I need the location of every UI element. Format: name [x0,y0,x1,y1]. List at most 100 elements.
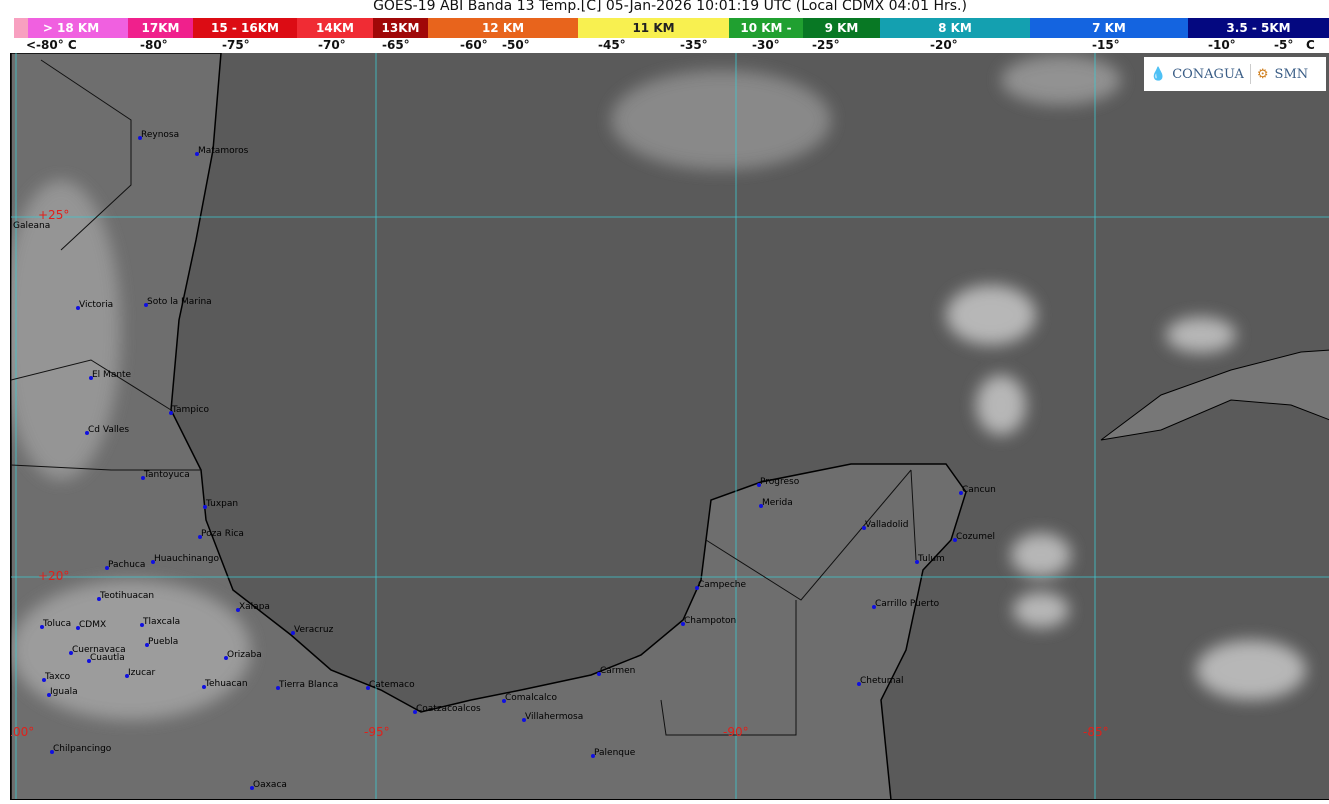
city-label: Tulum [918,554,945,564]
legend-segment: 11 KM [578,18,729,38]
city-label: Merida [762,498,793,508]
city-marker [151,560,155,564]
city-marker [141,476,145,480]
city-marker [89,376,93,380]
temperature-label: -30° [752,38,780,52]
city-marker [695,586,699,590]
city-marker [522,718,526,722]
temperature-label: -35° [680,38,708,52]
city-marker [97,597,101,601]
city-label: Campeche [698,580,747,590]
city-label: Chilpancingo [53,744,112,754]
city-marker [597,672,601,676]
city-marker [276,686,280,690]
temperature-label: -65° [382,38,410,52]
city-marker [591,754,595,758]
city-label: Cuautla [90,653,125,663]
smn-logo: SMN [1274,66,1309,82]
city-marker [953,538,957,542]
city-label: Comalcalco [505,693,557,703]
city-marker [198,535,202,539]
legend-segment: 13KM [373,18,428,38]
legend-segment: 14KM [297,18,373,38]
city-label: Tantoyuca [144,470,190,480]
city-label: Victoria [79,300,114,310]
satellite-map: Reynosa Matamoros Galeana Victoria Soto la M… [10,53,1329,800]
map-graphics [11,53,1329,799]
city-marker [872,605,876,609]
city-marker [138,136,142,140]
city-label: Teotihuacan [100,591,155,601]
city-label: Tuxpan [206,499,239,509]
city-marker [195,152,199,156]
lon-label-90: -90° [723,725,749,739]
city-label: Galeana [13,221,51,231]
state-borders [11,59,917,736]
city-marker [50,750,54,754]
smn-logo-icon: ⚙ [1256,66,1269,82]
city-marker [76,626,80,630]
city-marker [202,685,206,689]
lat-label-25: +25° [38,208,70,222]
temperature-label: C [1306,38,1315,52]
city-label: Oaxaca [253,780,287,790]
temperature-label: <-80° C [26,38,77,52]
city-marker [69,651,73,655]
city-marker [681,622,685,626]
city-label: Tierra Blanca [279,680,339,690]
city-marker [291,631,295,635]
city-label: Reynosa [141,130,180,140]
legend-segment: 12 KM [428,18,578,38]
temperature-label: -5° [1274,38,1294,52]
temperature-label: -50° [502,38,530,52]
city-label: Puebla [148,637,179,647]
legend-segment: 17KM [128,18,193,38]
temperature-label: -75° [222,38,250,52]
city-label: Cd Valles [88,425,130,435]
city-marker [47,693,51,697]
city-label: Palenque [594,748,636,758]
city-label: Tlaxcala [143,617,181,627]
conagua-logo-icon: 💧 [1150,66,1167,82]
city-marker [140,623,144,627]
temperature-label: -25° [812,38,840,52]
city-label: Soto la Marina [147,297,212,307]
image-title: GOES-19 ABI Banda 13 Temp.[C] 05-Jan-202… [373,0,967,14]
legend-segment: 3.5 - 5KM [1188,18,1329,38]
city-label: Catemaco [369,680,415,690]
temperature-label: -80° [140,38,168,52]
temperature-label: -10° [1208,38,1236,52]
city-marker [169,411,173,415]
lat-label-20: +20° [38,569,70,583]
city-label: Huauchinango [154,554,219,564]
city-label: CDMX [79,620,107,630]
city-label: El Mante [92,370,132,380]
temperature-label: -20° [930,38,958,52]
city-marker [145,643,149,647]
city-label: Tehuacan [205,679,248,689]
city-label: Coatzacoalcos [416,704,481,714]
city-label: Veracruz [294,625,334,635]
city-label: Tampico [172,405,209,415]
city-label: Iguala [50,687,78,697]
city-marker [915,560,919,564]
city-label: Izucar [128,668,156,678]
city-marker [250,786,254,790]
city-marker [757,483,761,487]
city-marker [42,678,46,682]
temperature-label: -15° [1092,38,1120,52]
color-legend: > 18 KM 17KM 15 - 16KM 14KM 13KM 12 KM 11 KM 10… [14,18,1329,38]
city-label: Carrillo Puerto [875,599,940,609]
city-marker [144,303,148,307]
city-label: Toluca [43,619,72,629]
city-label: Pachuca [108,560,146,570]
city-marker [862,526,866,530]
temperature-scale: <-80° C -80° -75° -70° -65° -60° -50° -45° -35° -… [0,38,1329,53]
city-label: Xalapa [239,602,270,612]
city-marker [502,699,506,703]
city-label: Cozumel [956,532,996,542]
grid-lines [11,53,1329,799]
cuba [1100,349,1329,441]
city-marker [105,566,109,570]
city-marker [87,659,91,663]
